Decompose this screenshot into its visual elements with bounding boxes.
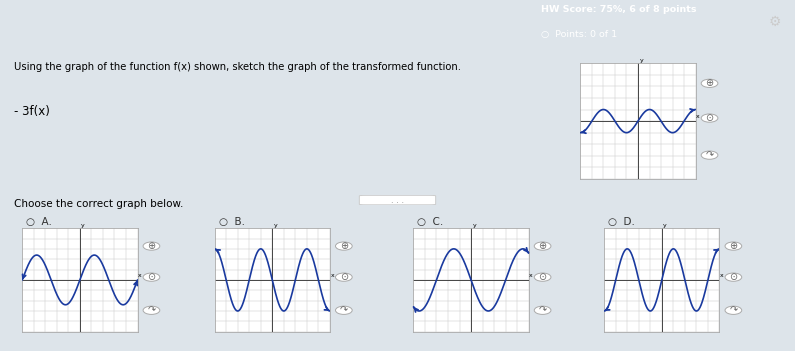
Circle shape <box>335 306 352 314</box>
Text: ⊕: ⊕ <box>339 241 348 251</box>
Text: ⊙: ⊙ <box>729 272 738 282</box>
Circle shape <box>335 242 352 250</box>
Text: y: y <box>663 223 667 228</box>
Circle shape <box>701 79 718 87</box>
Text: y: y <box>273 223 277 228</box>
Circle shape <box>143 242 160 250</box>
Text: ⊙: ⊙ <box>705 113 714 123</box>
Text: ↷: ↷ <box>538 305 547 315</box>
Circle shape <box>143 273 160 281</box>
Circle shape <box>335 273 352 281</box>
Text: ○  B.: ○ B. <box>219 217 245 227</box>
Text: ○  D.: ○ D. <box>608 217 635 227</box>
Text: ⊕: ⊕ <box>538 241 547 251</box>
Text: - 3f(x): - 3f(x) <box>14 105 50 118</box>
Text: x: x <box>529 273 533 278</box>
Circle shape <box>725 306 742 314</box>
Text: ⊕: ⊕ <box>147 241 156 251</box>
FancyBboxPatch shape <box>359 195 436 205</box>
Text: y: y <box>81 223 85 228</box>
Text: ○  Points: 0 of 1: ○ Points: 0 of 1 <box>541 30 617 39</box>
Text: ↷: ↷ <box>339 305 348 315</box>
Text: y: y <box>639 58 643 63</box>
Text: x: x <box>720 273 723 278</box>
Text: ⊕: ⊕ <box>705 78 714 88</box>
Text: ⊙: ⊙ <box>538 272 547 282</box>
Text: ⊕: ⊕ <box>729 241 738 251</box>
Text: ⊙: ⊙ <box>147 272 156 282</box>
Circle shape <box>534 306 551 314</box>
Circle shape <box>725 242 742 250</box>
Text: x: x <box>331 273 334 278</box>
Circle shape <box>143 306 160 314</box>
Text: x: x <box>696 114 700 119</box>
Text: ⊙: ⊙ <box>339 272 348 282</box>
Text: HW Score: 75%, 6 of 8 points: HW Score: 75%, 6 of 8 points <box>541 5 696 14</box>
Text: Choose the correct graph below.: Choose the correct graph below. <box>14 199 184 209</box>
Text: x: x <box>138 273 142 278</box>
Text: ↷: ↷ <box>729 305 738 315</box>
Text: ○  C.: ○ C. <box>417 217 444 227</box>
Text: y: y <box>472 223 476 228</box>
Circle shape <box>701 114 718 122</box>
Text: ↷: ↷ <box>705 150 714 160</box>
Circle shape <box>725 273 742 281</box>
Text: ⚙: ⚙ <box>769 15 781 29</box>
Text: . . .: . . . <box>391 196 404 205</box>
Circle shape <box>701 151 718 159</box>
Circle shape <box>534 242 551 250</box>
Text: ↷: ↷ <box>147 305 156 315</box>
Text: Using the graph of the function f(x) shown, sketch the graph of the transformed : Using the graph of the function f(x) sho… <box>14 62 461 72</box>
Circle shape <box>534 273 551 281</box>
Text: ○  A.: ○ A. <box>26 217 52 227</box>
